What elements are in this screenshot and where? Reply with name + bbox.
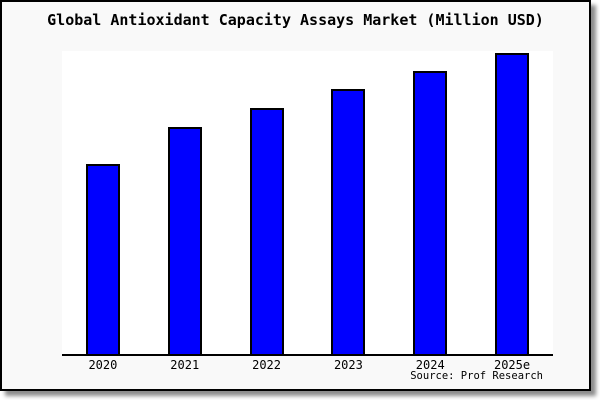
x-tick-label-2023: 2023 bbox=[333, 358, 363, 372]
bar-2022 bbox=[249, 108, 284, 354]
bar-column-2021 bbox=[144, 51, 226, 354]
x-tick-label-2022: 2022 bbox=[252, 358, 282, 372]
x-tick-label-2021: 2021 bbox=[170, 358, 200, 372]
bar-2024 bbox=[413, 71, 448, 354]
bar-column-2023 bbox=[307, 51, 389, 354]
bar-2021 bbox=[167, 127, 202, 354]
bar-column-2025e bbox=[471, 51, 553, 354]
chart-title: Global Antioxidant Capacity Assays Marke… bbox=[47, 11, 544, 29]
source-credit: Source: Prof Research bbox=[410, 370, 543, 382]
bar-2020 bbox=[85, 164, 120, 354]
plot-area bbox=[62, 51, 553, 356]
x-tick-label-2024: 2024 bbox=[415, 358, 445, 372]
bar-column-2024 bbox=[389, 51, 471, 354]
bars-container bbox=[62, 51, 553, 354]
bar-column-2020 bbox=[62, 51, 144, 354]
bar-2025e bbox=[495, 53, 530, 354]
bar-column-2022 bbox=[226, 51, 308, 354]
x-axis-labels: 2020 2021 2022 2023 2024 2025e bbox=[62, 358, 553, 372]
x-tick-label-2020: 2020 bbox=[88, 358, 118, 372]
chart-window: Global Antioxidant Capacity Assays Marke… bbox=[0, 0, 591, 391]
x-tick-label-2025e: 2025e bbox=[493, 358, 531, 372]
bar-2023 bbox=[331, 89, 366, 354]
